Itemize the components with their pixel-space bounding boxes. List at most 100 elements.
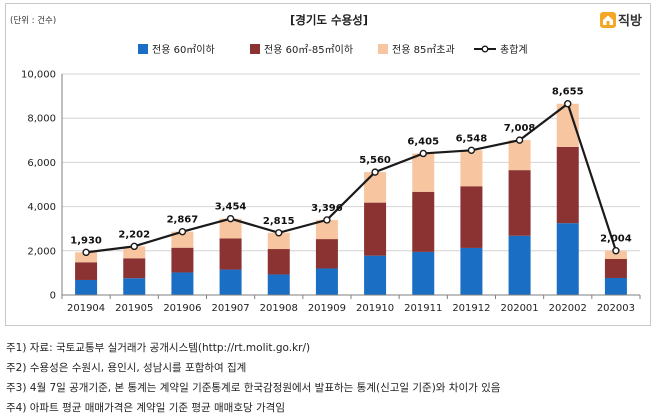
bar-segment <box>460 247 483 295</box>
brand-name: 직방 <box>618 14 642 29</box>
x-tick-label: 202001 <box>500 303 538 314</box>
total-point <box>82 248 90 257</box>
bar-segment <box>460 186 483 248</box>
total-data-label: 2,004 <box>600 234 632 245</box>
bar-segment <box>412 153 435 192</box>
x-tick-label: 201904 <box>67 303 105 314</box>
bar-segment <box>123 258 146 279</box>
bar-segment <box>460 150 483 187</box>
legend-swatch <box>378 44 388 54</box>
bar-segment <box>604 277 627 295</box>
y-tick-label: 8,000 <box>27 114 56 125</box>
x-tick-label: 202002 <box>549 303 587 314</box>
legend: 전용 60㎡이하 전용 60㎡-85㎡이하 전용 85㎡초과 총합계 <box>138 43 528 56</box>
bar-segment <box>171 231 194 248</box>
bar-segment <box>364 172 387 203</box>
total-data-label: 8,655 <box>552 87 584 98</box>
y-tick-label: 0 <box>50 291 56 302</box>
bar-segment <box>315 219 338 240</box>
x-tick-label: 201906 <box>163 303 201 314</box>
x-tick-label: 201911 <box>404 303 442 314</box>
bar-segment <box>556 103 579 147</box>
bar-segment <box>556 223 579 295</box>
bar-segment <box>315 268 338 295</box>
x-tick-label: 201910 <box>356 303 394 314</box>
legend-label: 총합계 <box>500 44 528 56</box>
total-point <box>467 146 476 154</box>
bar-segment <box>267 274 290 295</box>
footnotes: 주1) 자료: 국토교통부 실거래가 공개시스템(http://rt.molit… <box>6 338 652 418</box>
legend-swatch <box>250 44 260 54</box>
bar-segment <box>315 239 338 269</box>
y-tick-label: 6,000 <box>27 158 56 169</box>
legend-label: 전용 60㎡이하 <box>152 43 215 56</box>
legend-label: 전용 60㎡-85㎡이하 <box>264 43 353 56</box>
total-data-label: 7,008 <box>504 123 536 134</box>
total-point <box>419 149 427 158</box>
total-line: 1,930 2,202 2,867 3,454 2,815 3,396 5,560 6,405… <box>70 87 632 257</box>
total-point <box>275 229 283 237</box>
bar-segment <box>219 238 242 270</box>
total-data-label: 6,405 <box>407 136 439 147</box>
total-point <box>226 214 235 223</box>
total-line-path <box>85 101 617 254</box>
bar-segment <box>556 146 579 224</box>
gridlines <box>62 73 640 296</box>
bar-segment <box>75 279 98 295</box>
bar-segment <box>364 255 387 295</box>
x-tick-label: 202003 <box>597 303 635 314</box>
bar-segment <box>508 170 531 236</box>
y-axis: 0 2,000 4,000 6,000 8,000 10,000 <box>21 70 63 302</box>
bar-segment <box>123 246 146 259</box>
y-tick-label: 2,000 <box>27 246 56 257</box>
total-point <box>130 242 138 251</box>
stacked-bar-chart: 0 2,000 4,000 6,000 8,000 10,000 201904 201905… <box>21 43 641 314</box>
bar-segment <box>123 278 146 295</box>
chart-title: [경기도 수용성] <box>290 13 368 27</box>
bar-segment <box>171 272 194 295</box>
bar-segment <box>219 218 242 239</box>
x-tick-label: 201905 <box>115 303 153 314</box>
bar-segment <box>604 258 627 278</box>
x-axis: 201904 201905 201906 201907 201908 201909 2019… <box>61 294 641 314</box>
footnote-2: 주2) 수용성은 수원시, 용인시, 성남시를 포함하여 집계 <box>6 362 247 374</box>
total-data-label: 3,396 <box>311 203 343 214</box>
total-point <box>371 168 379 176</box>
total-point <box>178 227 187 236</box>
footnote-3: 주3) 4월 7일 공개기준, 본 통계는 계약일 기준통계로 한국감정원에서 … <box>6 382 501 394</box>
legend-swatch <box>138 44 148 54</box>
total-data-label: 6,548 <box>456 133 488 144</box>
bar-segment <box>412 251 435 295</box>
total-point <box>515 136 524 144</box>
bar-segment <box>267 249 290 275</box>
bar-segment <box>412 191 435 252</box>
legend-label: 전용 85㎡초과 <box>392 44 455 56</box>
bar-segment <box>267 232 290 250</box>
footnote-1: 주1) 자료: 국토교통부 실거래가 공개시스템(http://rt.molit… <box>6 342 311 354</box>
total-data-label: 2,867 <box>167 215 199 226</box>
bar-segment <box>75 262 98 280</box>
house-icon <box>600 12 616 28</box>
x-tick-label: 201907 <box>211 303 249 314</box>
total-data-label: 3,454 <box>215 202 247 213</box>
brand-logo: 직방 <box>600 10 642 29</box>
unit-label: (단위 : 건수) <box>10 16 57 26</box>
bar-segment <box>75 252 98 263</box>
footnote-4: 주4) 아파트 평균 매매가격은 계약일 기준 평균 매매호당 가격임 <box>6 402 285 414</box>
bar-segment <box>604 250 627 259</box>
x-tick-label: 201909 <box>308 303 346 314</box>
bar-segment <box>364 202 387 256</box>
total-point <box>564 100 572 108</box>
legend-marker <box>481 45 489 53</box>
bar-segment <box>171 247 194 273</box>
x-tick-label: 201908 <box>260 303 298 314</box>
total-point <box>612 247 620 255</box>
total-point <box>323 216 331 224</box>
y-tick-label: 10,000 <box>21 70 56 81</box>
bar-segment <box>219 269 242 295</box>
total-data-label: 5,560 <box>359 155 391 166</box>
y-tick-label: 4,000 <box>27 202 56 213</box>
total-data-label: 1,930 <box>70 235 102 246</box>
bars <box>75 103 627 295</box>
bar-segment <box>508 235 531 295</box>
